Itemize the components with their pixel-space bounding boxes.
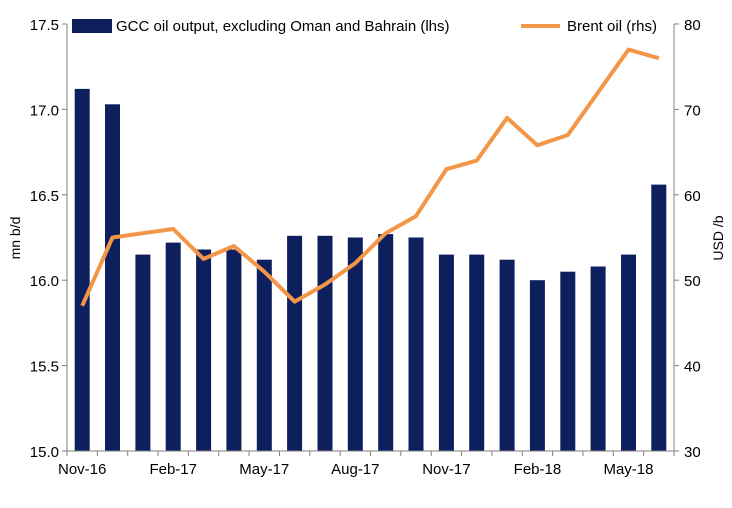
bar-nov-17 [438,254,454,451]
bar-nov-16 [74,88,90,452]
right-tick-label: 60 [684,188,701,205]
right-axis-ticks: 30 40 50 60 70 80 [674,17,701,461]
left-tick-label: 16.0 [30,273,59,290]
x-tick-label: Feb-18 [514,461,562,478]
axes [66,24,675,452]
bar-apr-17 [226,249,242,451]
bar-mar-18 [560,271,576,451]
left-tick-label: 15.5 [30,359,59,376]
left-tick-label: 17.0 [30,102,59,119]
bar-jan-17 [135,254,151,451]
bar-mar-17 [196,249,212,451]
bar-sep-17 [378,234,394,451]
left-tick-label: 17.5 [30,17,59,34]
bar-jan-18 [499,259,515,451]
bar-jun-17 [287,235,303,451]
left-tick-label: 16.5 [30,188,59,205]
bar-dec-16 [105,104,120,452]
bar-feb-18 [529,280,545,451]
right-tick-label: 70 [684,102,701,119]
legend-label-brent-oil: Brent oil (rhs) [567,18,657,35]
bar-may-18 [621,254,636,451]
bar-may-17 [256,259,272,451]
bar-jun-18 [651,184,667,451]
legend: GCC oil output, excluding Oman and Bahra… [72,18,657,35]
x-tick-label: Nov-17 [422,461,470,478]
bar-feb-17 [165,242,181,451]
x-tick-label: May-18 [603,461,653,478]
right-axis-label: USD /b [710,215,726,260]
legend-swatch-gcc-oil-output [72,19,112,33]
brent-line [80,47,660,307]
right-tick-label: 40 [684,359,701,376]
right-tick-label: 80 [684,17,701,34]
left-axis-label: mn b/d [7,217,23,260]
left-tick-label: 15.0 [30,444,59,461]
right-tick-label: 50 [684,273,701,290]
bar-oct-17 [408,237,424,451]
x-tick-label: Feb-17 [149,461,197,478]
x-tick-label: Aug-17 [331,461,379,478]
bar-dec-17 [469,254,485,451]
bar-aug-17 [347,237,363,451]
left-axis-ticks: 15.0 15.5 16.0 16.5 17.0 17.5 [30,17,67,461]
line-series-brent-oil [80,47,660,307]
x-tick-label: May-17 [239,461,289,478]
right-tick-label: 30 [684,444,701,461]
x-axis-ticks: Nov-16 Feb-17 May-17 Aug-17 Nov-17 Feb-18 May-… [58,451,675,478]
bar-jul-17 [317,235,333,451]
bar-series-gcc-oil-output [74,88,667,452]
legend-label-gcc-oil-output: GCC oil output, excluding Oman and Bahra… [116,18,450,35]
x-tick-label: Nov-16 [58,461,106,478]
bar-apr-18 [590,266,606,451]
